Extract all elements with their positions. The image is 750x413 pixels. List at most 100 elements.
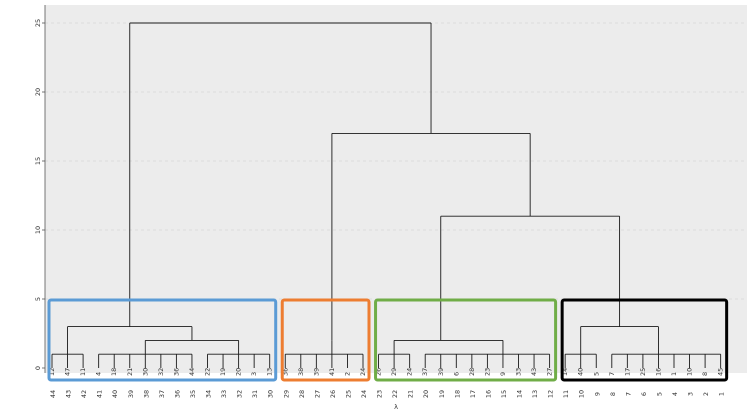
x-tick-label: 2 [702,392,710,396]
y-tick-label: 5 [34,297,42,301]
x-tick-label: 4 [671,392,679,396]
y-tick-label: 20 [34,88,42,96]
leaf-label: 22 [204,368,212,376]
x-tick-label: 14 [516,390,524,398]
x-tick-label: 8 [609,392,617,396]
leaf-label: 41 [328,368,336,376]
x-tick-label: 35 [189,390,197,398]
x-tick-label: 43 [65,390,73,398]
x-tick-label: 18 [453,390,461,398]
x-tick-label: 26 [329,390,337,398]
leaf-label: 32 [157,368,165,376]
x-tick-label: 13 [531,390,539,398]
x-tick-label: 10 [578,390,586,398]
plot-background [45,5,747,373]
x-tick-label: 16 [484,390,492,398]
leaf-label: 37 [421,368,429,376]
x-tick-label: 40 [111,390,119,398]
leaf-label: 33 [515,368,523,376]
leaf-label: 24 [406,368,414,376]
x-tick-label: 23 [376,390,384,398]
leaf-label: 13 [266,368,274,376]
leaf-label: 8 [701,372,709,376]
x-tick-label: 21 [407,390,415,398]
x-tick-label: 5 [655,392,663,396]
cluster-box-orange [280,298,371,382]
x-tick-label: 12 [547,390,555,398]
leaf-label: 45 [717,368,725,376]
y-tick-label: 25 [34,19,42,27]
x-tick-label: 9 [593,392,601,396]
cluster-boxes [47,298,729,382]
x-tick-label: 7 [624,392,632,396]
x-tick-label: 38 [142,390,150,398]
leaf-label: 18 [110,368,118,376]
leaf-label: 39 [312,368,320,376]
x-tick-label: 36 [173,390,181,398]
x-tick-label: 6 [640,392,648,396]
x-tick-label: 17 [469,390,477,398]
leaf-label: 14 [561,368,569,376]
leaf-label: 30 [141,368,149,376]
x-tick-label: 30 [267,390,275,398]
x-tick-label: 39 [127,390,135,398]
leaf-label: 40 [577,368,585,376]
leaf-label: 20 [235,368,243,376]
x-tick-label: 42 [80,390,88,398]
leaf-label: 27 [546,368,554,376]
x-tick-label: 27 [313,390,321,398]
leaf-label: 10 [686,368,694,376]
leaf-label: 3 [250,372,258,376]
x-tick-label: 11 [562,390,570,398]
leaf-label: 17 [623,368,631,376]
y-tick-label: 0 [34,366,42,370]
x-tick-label: 29 [282,390,290,398]
leaf-label: 28 [468,368,476,376]
leaf-label: 16 [654,368,662,376]
x-tick-label: 22 [391,390,399,398]
leaf-label: 36 [281,368,289,376]
leaf-label: 39 [437,368,445,376]
leaf-label: 29 [390,368,398,376]
leaf-label: 26 [375,368,383,376]
x-tick-label: 37 [158,390,166,398]
x-tick-label: 25 [344,390,352,398]
leaf-label: 24 [359,368,367,376]
x-tick-label: 15 [500,390,508,398]
leaf-label: 23 [483,368,491,376]
leaf-label: 12 [48,368,56,376]
leaf-label: 11 [79,368,87,376]
leaf-label: 44 [188,368,196,376]
dendrogram-tree: 12 47 11 4 18 21 30 32 36 44 22 19 20 3 13 36 38 39 41 2 24 2… [48,22,725,376]
cluster-box-green [374,298,558,382]
x-tick-label: 24 [360,390,368,398]
leaf-label: 19 [219,368,227,376]
leaf-label: 2 [343,372,351,376]
y-tick-label: 10 [34,226,42,234]
x-tick-label: 32 [236,390,244,398]
x-tick-label: 44 [49,390,57,398]
leaf-label: 5 [592,372,600,376]
leaf-label: 1 [670,372,678,376]
x-tick-label: 3 [687,392,695,396]
x-tick-label: 34 [205,390,213,398]
cluster-box-black [560,298,729,382]
x-tick-label: 1 [718,392,726,396]
leaf-label: 25 [639,368,647,376]
leaf-label: 4 [95,372,103,376]
x-axis-label: λ [394,403,398,411]
x-tick-label: 28 [298,390,306,398]
leaf-label: 21 [126,368,134,376]
x-tick-label: 33 [220,390,228,398]
x-tick-label: 20 [422,390,430,398]
x-tick-label: 41 [96,390,104,398]
leaf-label: 47 [64,368,72,376]
leaf-label: 7 [608,372,616,376]
x-tick-label: 31 [251,390,259,398]
y-axis: 0 5 10 15 20 25 [34,5,46,373]
y-tick-label: 15 [34,157,42,165]
cluster-box-blue [47,298,278,382]
x-tick-label: 19 [438,390,446,398]
leaf-label: 6 [452,372,460,376]
